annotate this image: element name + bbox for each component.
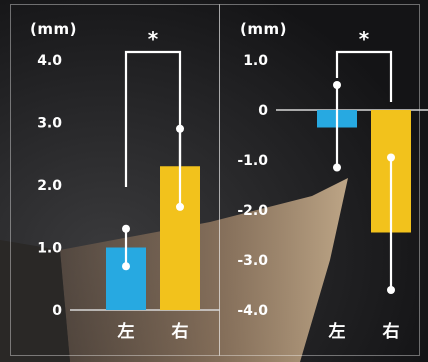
right-ytick-label: 0 [258, 103, 268, 119]
right-error-cap-high [333, 81, 341, 89]
right-category-label: 右 [383, 321, 400, 342]
left-error-cap-low [122, 262, 130, 271]
left-category-label: 右 [172, 321, 189, 342]
right-ytick-label: -2.0 [237, 203, 268, 219]
right-category-label: 左 [329, 321, 346, 342]
right-ytick-label: -3.0 [237, 253, 268, 269]
left-category-label: 左 [118, 321, 135, 342]
right-significance-bracket [335, 50, 393, 102]
right-unit-label: (mm) [240, 20, 287, 38]
left-ytick-label: 3.0 [37, 116, 62, 132]
left-significance-star: * [148, 27, 159, 51]
right-panel-frame [219, 4, 420, 356]
right-ytick-label: -4.0 [237, 303, 268, 319]
left-ytick-label: 0 [52, 303, 62, 319]
right-ytick-label: -1.0 [237, 153, 268, 169]
left-ytick-label: 1.0 [37, 241, 62, 257]
left-ytick-label: 2.0 [37, 178, 62, 194]
right-error-cap-low [387, 286, 395, 294]
right-ytick-label: 1.0 [243, 53, 268, 69]
right-error-cap-low [333, 163, 341, 172]
right-significance-star: * [359, 27, 370, 51]
left-unit-label: (mm) [30, 20, 77, 38]
left-significance-bracket [124, 50, 182, 187]
left-ytick-label: 4.0 [37, 53, 62, 69]
right-error-cap-high [387, 153, 395, 162]
left-error-cap-high [122, 224, 130, 233]
left-error-cap-low [176, 202, 184, 211]
left-panel-frame [10, 4, 220, 356]
